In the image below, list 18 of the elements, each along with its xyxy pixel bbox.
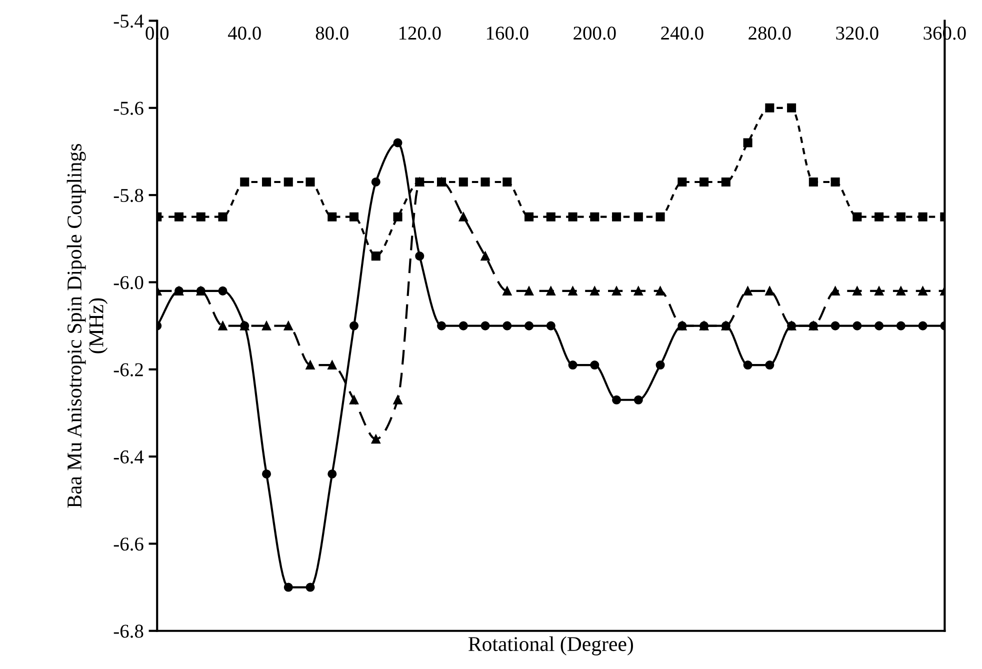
x-tick-label: 40.0 [228,26,261,40]
y-tick-label: -5.4 [114,14,144,28]
y-tick-label: -6.6 [114,538,144,551]
x-tick-label: 240.0 [661,26,704,40]
x-tick-label: 320.0 [836,26,878,40]
x-tick-label: 200.0 [574,26,616,40]
x-axis-title: Rotational (Degree) [468,636,633,656]
x-tick-label: 280.0 [748,26,791,40]
y-tick-label: -5.8 [114,188,144,202]
y-tick-label: -5.6 [114,102,144,115]
y-tick-label: -6.4 [114,450,144,464]
x-tick-label: 120.0 [399,26,441,40]
x-tick-label: 80.0 [316,26,348,40]
x-tick-label: 160.0 [486,26,528,40]
y-tick-label: -6.0 [114,276,144,290]
y-tick-label: -6.8 [114,624,144,638]
y-axis-title: Baa Mu Anisotropic Spin Dipole Couplings (MHz) [66,144,108,508]
y-tick-label: -6.2 [114,363,143,376]
